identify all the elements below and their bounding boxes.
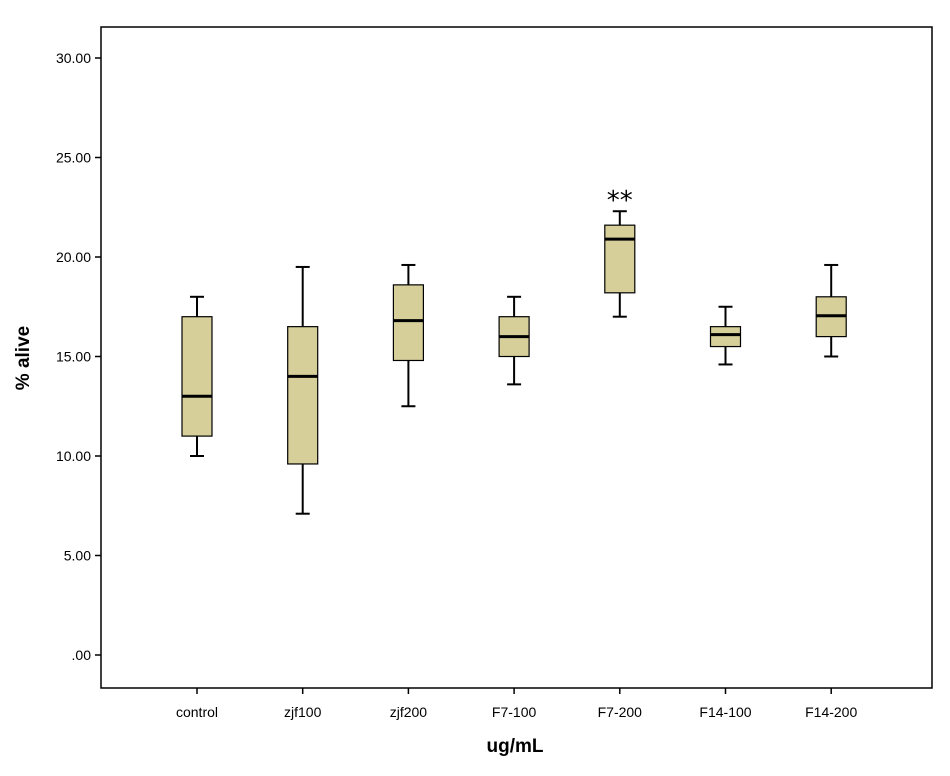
x-axis-title: ug/mL bbox=[487, 736, 544, 757]
iqr-box bbox=[287, 326, 319, 465]
x-tick-label: zjf100 bbox=[284, 704, 322, 720]
y-tick-label: 20.00 bbox=[56, 249, 91, 265]
box-zjf200 bbox=[392, 263, 424, 408]
x-tick-label: F7-200 bbox=[598, 704, 643, 720]
y-tick-label: 30.00 bbox=[56, 50, 91, 66]
y-tick-label: 5.00 bbox=[64, 548, 91, 564]
iqr-box bbox=[181, 316, 213, 437]
x-tick-label: control bbox=[176, 704, 218, 720]
x-tick-label: zjf200 bbox=[390, 704, 428, 720]
y-tick-label: .00 bbox=[72, 647, 92, 663]
plot-area bbox=[100, 26, 933, 689]
iqr-box bbox=[392, 284, 424, 362]
box-control bbox=[181, 295, 213, 457]
x-tick-label: F7-100 bbox=[492, 704, 537, 720]
x-axis: control zjf100 zjf200 F7-100 F7-200 F14-100 F1… bbox=[176, 688, 857, 720]
iqr-box bbox=[709, 326, 742, 348]
significance-annotation: ** bbox=[607, 186, 633, 216]
box-F7-100 bbox=[498, 295, 530, 386]
y-axis-title: % alive bbox=[13, 326, 34, 390]
y-axis: .00 5.00 10.00 15.00 20.00 25.00 30.00 bbox=[56, 50, 101, 663]
y-tick-label: 10.00 bbox=[56, 448, 91, 464]
box-F14-100 bbox=[709, 305, 742, 366]
y-tick-label: 25.00 bbox=[56, 150, 91, 166]
box-zjf100 bbox=[287, 265, 319, 515]
box-F14-200 bbox=[815, 263, 847, 358]
box-F7-200: ** bbox=[604, 186, 636, 318]
y-tick-label: 15.00 bbox=[56, 349, 91, 365]
x-tick-label: F14-100 bbox=[699, 704, 751, 720]
x-tick-label: F14-200 bbox=[805, 704, 857, 720]
iqr-box bbox=[604, 224, 636, 294]
boxes: ** bbox=[181, 186, 847, 515]
